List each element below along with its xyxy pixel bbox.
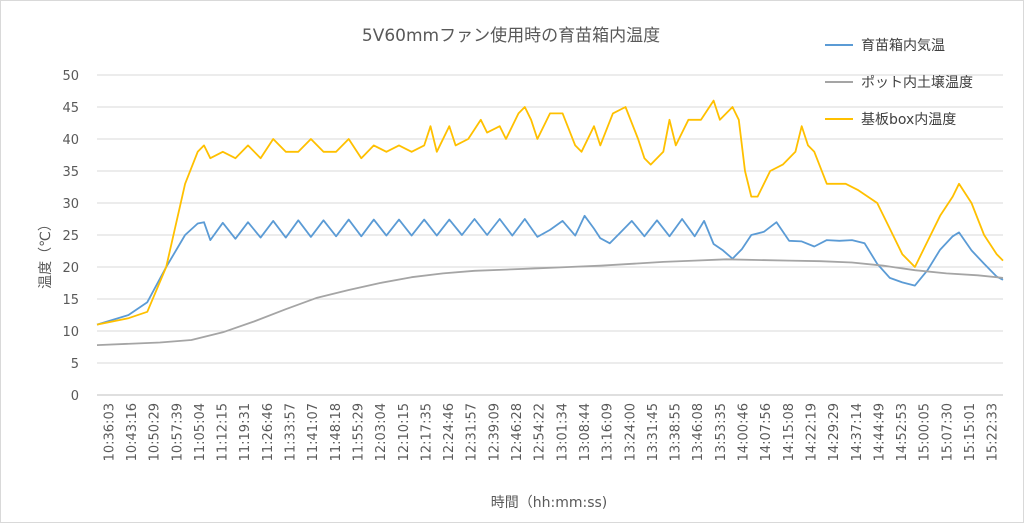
y-tick-label: 15 xyxy=(62,293,79,308)
legend-label-2: ポット内土壌温度 xyxy=(861,75,973,91)
x-tick-label: 15:07:30 xyxy=(940,403,955,461)
y-tick-label: 0 xyxy=(71,389,79,404)
chart-title: 5V60mmファン使用時の育苗箱内温度 xyxy=(362,25,660,46)
x-tick-label: 10:43:16 xyxy=(125,403,140,461)
x-tick-label: 14:44:49 xyxy=(872,403,887,461)
x-tick-label: 14:00:46 xyxy=(737,403,752,461)
x-tick-label: 13:16:09 xyxy=(601,403,616,461)
legend-label-3: 基板box内温度 xyxy=(861,111,956,128)
x-tick-label: 11:55:29 xyxy=(351,403,366,461)
legend-label-1: 育苗箱内気温 xyxy=(861,38,945,54)
x-tick-label: 13:31:45 xyxy=(646,403,661,461)
x-axis-ticks: 10:36:03 10:43:16 10:50:29 10:57:39 11:05:04… xyxy=(102,403,1000,461)
x-tick-label: 11:12:15 xyxy=(216,403,231,461)
x-tick-label: 11:05:04 xyxy=(193,403,208,461)
x-tick-label: 14:29:29 xyxy=(827,403,842,461)
x-tick-label: 10:36:03 xyxy=(102,403,117,461)
x-tick-label: 14:22:19 xyxy=(804,403,819,461)
y-tick-label: 30 xyxy=(62,197,79,212)
x-tick-label: 12:54:22 xyxy=(533,403,548,461)
series-line-1 xyxy=(96,214,1004,326)
x-tick-label: 14:37:14 xyxy=(850,403,865,461)
x-axis-label: 時間（hh:mm:ss) xyxy=(491,495,608,511)
x-tick-label: 13:08:44 xyxy=(578,403,593,461)
x-tick-label: 11:48:18 xyxy=(329,403,344,461)
x-tick-label: 12:17:35 xyxy=(419,403,434,461)
x-tick-label: 11:41:07 xyxy=(306,403,321,461)
x-tick-label: 13:46:08 xyxy=(691,403,706,461)
x-tick-label: 15:15:01 xyxy=(963,403,978,461)
x-tick-label: 10:50:29 xyxy=(148,403,163,461)
series-line-2 xyxy=(96,258,1004,346)
y-tick-label: 5 xyxy=(71,357,79,372)
x-tick-label: 15:22:33 xyxy=(986,403,1001,461)
y-tick-label: 40 xyxy=(62,133,79,148)
x-tick-label: 12:39:09 xyxy=(487,403,502,461)
x-tick-label: 11:33:57 xyxy=(284,403,299,461)
x-tick-label: 13:53:35 xyxy=(714,403,729,461)
y-tick-label: 10 xyxy=(62,325,79,340)
y-axis-label: 温度（℃） xyxy=(38,217,54,289)
y-tick-label: 50 xyxy=(62,69,79,84)
x-tick-label: 12:46:28 xyxy=(510,403,525,461)
x-tick-label: 12:10:15 xyxy=(397,403,412,461)
x-tick-label: 14:15:08 xyxy=(782,403,797,461)
x-tick-label: 13:38:55 xyxy=(669,403,684,461)
y-tick-label: 45 xyxy=(62,101,79,116)
x-tick-label: 13:24:00 xyxy=(623,403,638,461)
x-tick-label: 14:07:56 xyxy=(759,403,774,461)
x-tick-label: 10:57:39 xyxy=(170,403,185,461)
x-tick-label: 14:52:53 xyxy=(895,403,910,461)
series-line-3 xyxy=(96,99,1004,326)
y-tick-label: 35 xyxy=(62,165,79,180)
x-tick-label: 11:26:46 xyxy=(261,403,276,461)
gridlines xyxy=(97,74,1003,364)
data-series xyxy=(96,99,1004,346)
x-tick-label: 11:19:31 xyxy=(238,403,253,461)
y-tick-label: 25 xyxy=(62,229,79,244)
x-tick-label: 12:24:46 xyxy=(442,403,457,461)
y-axis-ticks: 0 5 10 15 20 25 30 35 40 45 50 xyxy=(62,69,79,404)
x-tick-label: 12:31:57 xyxy=(465,403,480,461)
x-tick-label: 13:01:34 xyxy=(555,403,570,461)
y-tick-label: 20 xyxy=(62,261,79,276)
x-tick-label: 15:00:05 xyxy=(918,403,933,461)
x-tick-label: 12:03:04 xyxy=(374,403,389,461)
